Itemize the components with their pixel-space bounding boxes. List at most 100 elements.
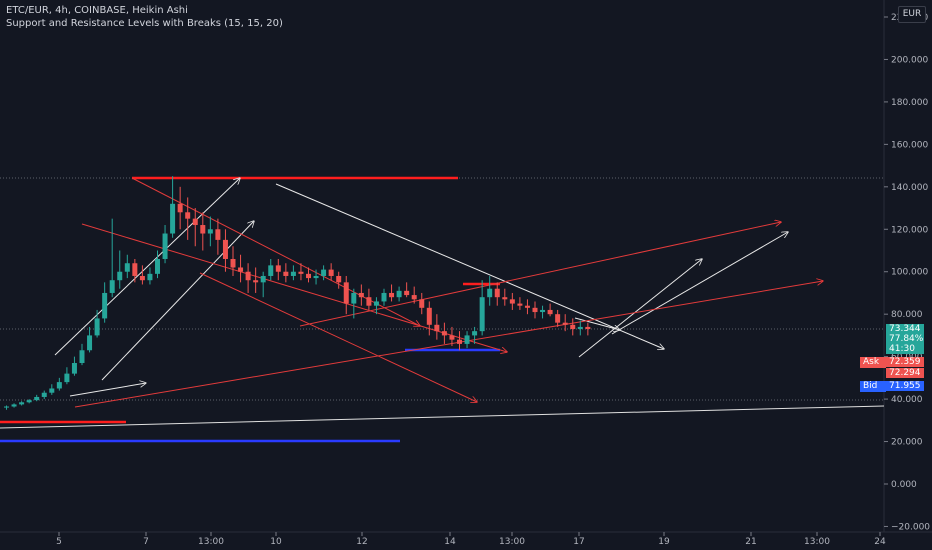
candle: [245, 263, 251, 293]
candle: [260, 271, 266, 298]
candle: [502, 288, 508, 306]
time-tick-label: 13:00: [804, 537, 830, 547]
time-tick-label: 13:00: [499, 537, 525, 547]
candle: [117, 250, 123, 289]
candle-body: [449, 335, 455, 340]
price-tick-label: 140.000: [891, 183, 928, 193]
candle-body: [109, 280, 115, 293]
candle: [41, 390, 47, 400]
symbol-title[interactable]: ETC/EUR, 4h, COINBASE, Heikin Ashi: [6, 5, 188, 16]
candle: [102, 282, 108, 323]
candle: [570, 318, 576, 336]
candle: [517, 297, 523, 310]
candle: [94, 309, 100, 338]
candle-body: [321, 269, 327, 276]
candle: [381, 288, 387, 306]
price-tick-label: 100.000: [891, 268, 928, 278]
candle: [389, 284, 395, 302]
candle-body: [102, 292, 108, 319]
candle-body: [155, 258, 160, 274]
candle-body: [230, 258, 236, 268]
price-tick-label: 200.000: [891, 55, 928, 65]
candle: [306, 267, 311, 283]
candle: [222, 229, 228, 272]
candle: [124, 254, 130, 279]
candle-body: [502, 297, 508, 300]
candle: [290, 265, 296, 281]
candle-body: [328, 269, 334, 276]
candle: [200, 212, 206, 251]
candle-body: [366, 297, 372, 306]
white-arrow: [578, 259, 702, 358]
candle-body: [64, 373, 70, 383]
candle: [230, 246, 236, 276]
price-tick-label: 180.000: [891, 98, 928, 108]
candle: [434, 314, 440, 340]
candle-body: [464, 335, 470, 344]
change-percent-tag: 77.84%: [886, 334, 924, 344]
candle-body: [34, 396, 40, 401]
candle: [373, 297, 379, 315]
candle-body: [419, 299, 425, 308]
time-tick-label: 10: [270, 537, 282, 547]
candle: [253, 267, 259, 293]
candle-body: [268, 265, 274, 276]
candle: [275, 258, 281, 281]
candle: [87, 326, 93, 353]
candle: [449, 326, 455, 347]
candle-body: [245, 271, 251, 281]
candle: [207, 216, 213, 247]
candle-body: [487, 288, 493, 298]
candle-body: [472, 331, 478, 336]
candle-body: [336, 275, 342, 283]
candle-body: [441, 331, 447, 336]
candle: [298, 263, 304, 281]
candle: [170, 176, 176, 238]
candle-body: [117, 271, 123, 281]
candle: [366, 288, 372, 310]
candle: [336, 271, 342, 289]
price-tick-label: 160.000: [891, 140, 928, 150]
candle: [547, 303, 553, 317]
candle-body: [494, 288, 500, 298]
candle: [396, 286, 402, 302]
candle-body: [260, 275, 266, 283]
time-axis[interactable]: 5 7 13:00 10 12 14 13:00 17 19 21 13:00 24: [56, 532, 886, 547]
candle-body: [457, 339, 462, 344]
candle-body: [192, 218, 198, 226]
candle-body: [253, 280, 259, 283]
candle-body: [79, 350, 85, 364]
candle: [19, 401, 25, 406]
candle-body: [358, 292, 364, 298]
candle: [26, 399, 32, 404]
candle-body: [389, 292, 395, 298]
candle-body: [298, 271, 304, 274]
candle-body: [532, 307, 538, 313]
ask-label: Ask: [860, 357, 886, 368]
candle-body: [222, 239, 228, 259]
candle: [192, 208, 198, 247]
candle-body: [11, 404, 17, 407]
candle: [540, 305, 546, 319]
indicator-title[interactable]: Support and Resistance Levels with Break…: [6, 18, 283, 29]
candle: [4, 405, 9, 410]
candle: [343, 275, 349, 315]
candle: [532, 301, 538, 319]
bid-label: Bid: [860, 381, 886, 392]
candle: [509, 292, 515, 310]
candle: [328, 263, 334, 281]
time-tick-label: 19: [658, 537, 670, 547]
candle: [162, 225, 168, 264]
candle: [147, 267, 153, 285]
candle: [79, 343, 85, 366]
candle-body: [238, 267, 244, 272]
candle: [185, 197, 191, 240]
currency-button[interactable]: EUR: [898, 6, 926, 23]
candle-body: [343, 282, 349, 304]
candle-body: [306, 273, 311, 279]
candle-body: [49, 388, 55, 393]
candle-body: [41, 392, 47, 397]
candle: [177, 186, 183, 230]
price-scale[interactable]: 220.000200.000180.000160.000140.000120.0…: [884, 13, 930, 532]
